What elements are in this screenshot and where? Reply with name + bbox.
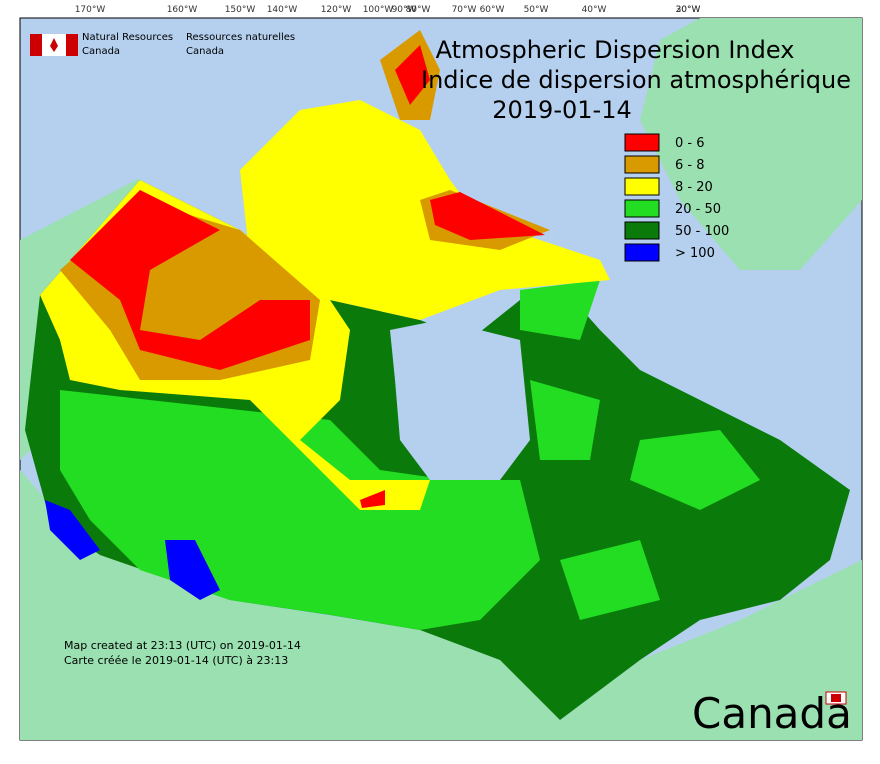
title-date: 2019-01-14	[492, 96, 631, 124]
legend: 0 - 6 6 - 8 8 - 20 20 - 50 50 - 100 > 100	[624, 133, 729, 262]
graticule-label: 140°W	[267, 5, 298, 15]
agency-fr: Canada	[186, 46, 224, 57]
graticule-label: 20°W	[676, 5, 701, 15]
legend-swatch	[624, 133, 660, 152]
land	[20, 18, 862, 740]
legend-label: > 100	[675, 246, 715, 261]
legend-swatch	[624, 221, 660, 240]
canada-wordmark: Canada	[692, 689, 852, 738]
graticule-label: 150°W	[225, 5, 256, 15]
agency: Natural Resources Canada Ressources natu…	[30, 32, 295, 57]
flag-bar	[66, 34, 78, 56]
agency-en: Natural Resources	[82, 32, 173, 43]
zone-0-6	[70, 190, 310, 370]
hudson-bay	[390, 320, 530, 480]
wordmark-flag-leaf	[831, 694, 841, 702]
legend-swatch	[624, 177, 660, 196]
graticule: 170°W 160°W 150°W 140°W 120°W 100°W90°W80°W 70…	[75, 5, 701, 15]
title-fr: Indice de dispersion atmosphérique	[421, 66, 851, 94]
graticule-label: 50°W	[524, 5, 549, 15]
agency-en: Canada	[82, 46, 120, 57]
graticule-label: 170°W	[75, 5, 106, 15]
legend-label: 20 - 50	[675, 202, 721, 217]
graticule-label: 60°W	[480, 5, 505, 15]
graticule-label: 120°W	[321, 5, 352, 15]
wordmark: Canada	[692, 689, 852, 738]
flag-leaf	[50, 38, 58, 52]
usa	[20, 470, 862, 740]
flag-bar	[30, 34, 42, 56]
legend-label: 6 - 8	[675, 158, 705, 173]
legend-swatch	[624, 199, 660, 218]
zone-20-50-east	[520, 280, 760, 620]
notes: Map created at 23:13 (UTC) on 2019-01-14…	[64, 639, 301, 667]
legend-label: 50 - 100	[675, 224, 729, 239]
note: Carte créée le 2019-01-14 (UTC) à 23:13	[64, 654, 288, 667]
agency-fr: Ressources naturelles	[186, 32, 295, 43]
legend-label: 0 - 6	[675, 136, 705, 151]
graticule-label: 70°W	[452, 5, 477, 15]
graticule-label: 30°W	[676, 5, 701, 15]
graticule-label: 80°W	[406, 5, 431, 15]
zone-over-100	[45, 500, 220, 600]
title-en: Atmospheric Dispersion Index	[436, 36, 795, 64]
graticule-label: 100°W	[363, 5, 394, 15]
note: Map created at 23:13 (UTC) on 2019-01-14	[64, 639, 301, 652]
graticule-label: 40°W	[582, 5, 607, 15]
legend-swatch	[624, 155, 660, 174]
legend-swatch	[624, 243, 660, 262]
legend-label: 8 - 20	[675, 180, 713, 195]
graticule-label: 160°W	[167, 5, 198, 15]
greenland	[640, 18, 862, 270]
title: Atmospheric Dispersion Index Indice de d…	[421, 36, 851, 124]
graticule-label: 90°W	[392, 5, 417, 15]
